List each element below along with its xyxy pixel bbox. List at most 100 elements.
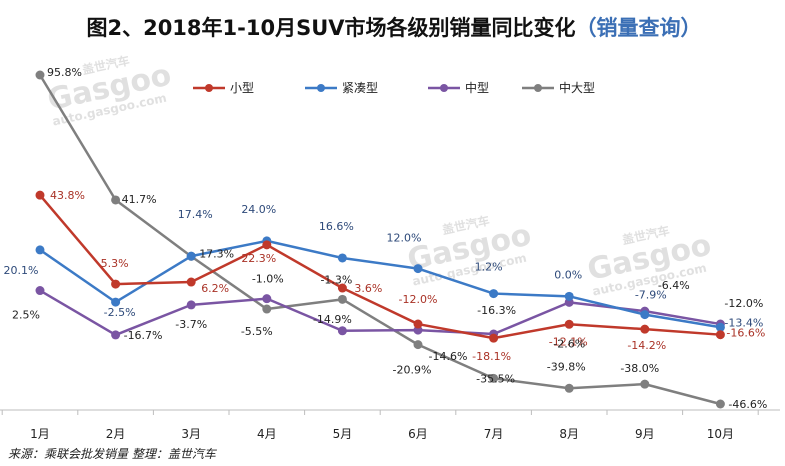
data-label: -5.5% — [241, 325, 273, 338]
data-point — [337, 283, 347, 293]
data-labels: 43.8% 5.3% 6.2% 22.3% 3.6% -12.0% -18.1% -12.1%… — [4, 66, 768, 411]
data-label: 95.8% — [47, 66, 82, 79]
x-tick-label: 4月 — [257, 427, 277, 441]
data-point — [35, 190, 45, 200]
legend: 小型 紧凑型 中型 中大型 — [193, 80, 595, 95]
data-point — [489, 289, 499, 299]
data-label: -38.0% — [620, 362, 659, 375]
data-label: 6.2% — [201, 282, 229, 295]
legend-item: 中大型 — [522, 80, 595, 95]
data-label: -39.8% — [547, 360, 586, 373]
data-label: -16.3% — [477, 304, 516, 317]
data-point — [564, 383, 574, 393]
data-label: -7.9% — [635, 289, 667, 302]
data-point — [413, 340, 423, 350]
data-label: -14.9% — [313, 313, 352, 326]
data-label: 17.4% — [178, 208, 213, 221]
data-label: -18.1% — [472, 350, 511, 363]
chart-title-main: 图2、2018年1-10月SUV市场各级别销量同比变化 — [86, 16, 575, 40]
legend-swatch-marker — [534, 84, 542, 92]
data-point — [337, 294, 347, 304]
data-label: -14.2% — [627, 339, 666, 352]
data-label: -1.3% — [320, 273, 352, 286]
data-label: 5.3% — [101, 257, 129, 270]
data-point — [262, 240, 272, 250]
series-line — [38, 74, 721, 406]
legend-label: 中大型 — [559, 80, 595, 95]
data-label: -46.6% — [728, 398, 767, 411]
legend-item: 小型 — [193, 81, 254, 95]
data-point — [640, 310, 650, 320]
data-point — [186, 300, 196, 310]
data-label: 1.2% — [475, 261, 503, 274]
data-point — [564, 319, 574, 329]
data-label: 2.5% — [12, 309, 40, 322]
series-line — [39, 239, 721, 329]
data-point — [489, 373, 499, 383]
data-label: -13.4% — [724, 316, 763, 329]
data-label: -6.4% — [658, 279, 690, 292]
data-label: -12.0% — [399, 293, 438, 306]
legend-label: 中型 — [465, 80, 489, 95]
data-label: 24.0% — [241, 203, 276, 216]
data-point — [564, 291, 574, 301]
legend-swatch-marker — [440, 84, 448, 92]
legend-label: 小型 — [230, 81, 254, 95]
data-label: -2.5% — [104, 306, 136, 319]
data-label: 0.0% — [554, 268, 582, 281]
data-point — [413, 319, 423, 329]
x-tick-label: 1月 — [30, 427, 50, 441]
data-label: -12.1% — [549, 335, 588, 348]
data-label: -20.9% — [393, 364, 432, 377]
data-point — [35, 286, 45, 296]
data-point — [715, 330, 725, 340]
legend-item: 中型 — [428, 80, 489, 95]
x-tick-label: 2月 — [106, 427, 126, 441]
series-group — [35, 70, 725, 409]
data-point — [413, 264, 423, 274]
data-label: -16.7% — [124, 329, 163, 342]
legend-swatch-marker — [317, 84, 325, 92]
data-point — [111, 330, 121, 340]
data-point — [111, 279, 121, 289]
data-point — [337, 326, 347, 336]
data-point — [35, 245, 45, 255]
legend-label: 紧凑型 — [342, 81, 378, 95]
chart-title: 图2、2018年1-10月SUV市场各级别销量同比变化（销量查询） — [86, 16, 701, 40]
data-point — [262, 304, 272, 314]
data-label: 17.3% — [199, 247, 234, 260]
data-point — [489, 333, 499, 343]
data-point — [186, 251, 196, 261]
data-label: 43.8% — [50, 189, 85, 202]
legend-item: 紧凑型 — [305, 81, 378, 95]
source-note: 来源：乘联会批发销量 整理：盖世汽车 — [8, 447, 218, 461]
data-point — [640, 324, 650, 334]
data-point — [640, 379, 650, 389]
data-point — [111, 297, 121, 307]
data-label: -1.0% — [252, 273, 284, 286]
data-label: 22.3% — [241, 252, 276, 265]
x-axis: 1月 2月 3月 4月 5月 6月 7月 8月 9月 10月 — [0, 409, 780, 441]
data-point — [186, 277, 196, 287]
data-point — [262, 294, 272, 304]
chart-title-sub: （销量查询） — [576, 16, 702, 40]
data-label: -3.7% — [175, 318, 207, 331]
x-tick-label: 10月 — [707, 427, 734, 441]
data-label: -14.6% — [429, 350, 468, 363]
data-point — [337, 253, 347, 263]
data-label: 41.7% — [122, 193, 157, 206]
data-point — [111, 195, 121, 205]
series-1 — [35, 236, 725, 332]
data-label: -12.0% — [724, 297, 763, 310]
data-point — [715, 322, 725, 332]
data-label: -2.6% — [553, 337, 585, 350]
data-label: 16.6% — [319, 220, 354, 233]
x-tick-label: 7月 — [484, 427, 504, 441]
legend-swatch-marker — [205, 84, 213, 92]
x-tick-label: 8月 — [559, 427, 579, 441]
data-label: -16.6% — [726, 327, 765, 340]
